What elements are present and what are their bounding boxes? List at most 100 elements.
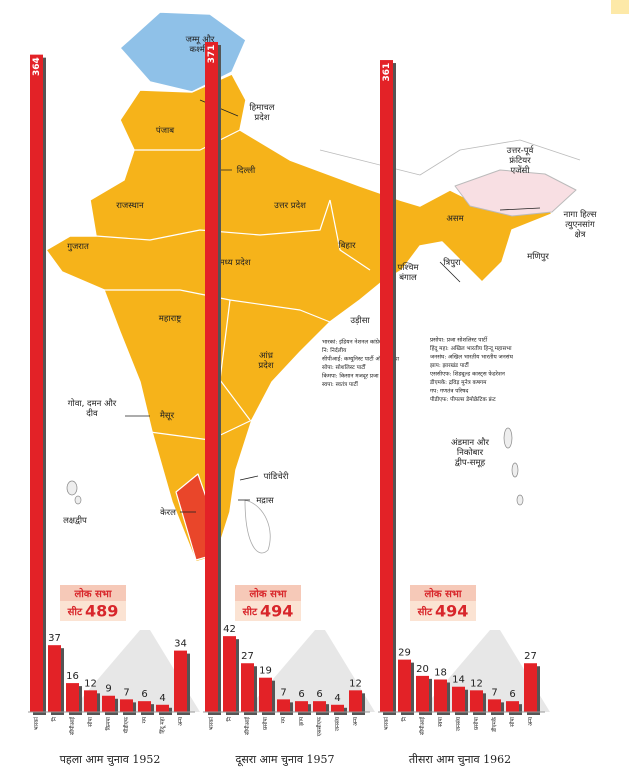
value-label: 12 <box>470 678 483 689</box>
chart-title: दूसरा आम चुनाव 1957 <box>236 753 335 767</box>
map-label: उत्तर प्रदेश <box>274 200 306 211</box>
value-label: 12 <box>349 678 362 689</box>
shadow <box>245 630 375 712</box>
value-label: 6 <box>298 689 304 700</box>
map-label-line: अंडमान और <box>451 437 489 448</box>
map-labels: जम्मू और कश्मीरहिमाचल प्रदेशपंजाबदिल्लीराज… <box>63 34 597 526</box>
bar <box>259 677 272 712</box>
map-label-line: बंगाल <box>399 272 417 283</box>
value-label: 34 <box>174 639 187 650</box>
bar <box>84 690 97 712</box>
bar <box>452 686 465 712</box>
map-label: हिमाचल प्रदेश <box>249 102 274 123</box>
map-label: दिल्ली <box>237 165 256 176</box>
category-label: सोपा <box>87 716 94 726</box>
map-label-line: मद्रास <box>256 496 274 506</box>
bar <box>30 54 43 713</box>
map-label: पांडिचेरी <box>264 471 290 482</box>
category-label: हिंदू महा <box>159 716 166 733</box>
category-label: झाप <box>299 716 305 726</box>
category-label: नि <box>226 716 233 721</box>
seat-count: 494 <box>260 602 293 621</box>
bar <box>488 699 501 712</box>
seat-box-title: लोक सभा <box>424 587 462 600</box>
map-label: गोवा, दमन और दीव <box>68 398 117 419</box>
map-label-line: मैसूर <box>160 410 175 421</box>
chart-title: तीसरा आम चुनाव 1962 <box>409 753 511 766</box>
legend-entry: जनसंघ: अखिल भारतीय भारतीय जनसंघ <box>430 353 514 361</box>
map-label-line: प्रदेश <box>258 360 273 371</box>
map-label: उत्तर-पूर्व फ्रंटियर एजेंसी <box>507 145 535 176</box>
map-label-line: त्रिपुरा <box>443 257 461 268</box>
bar <box>174 650 187 712</box>
map-label-line: लक्षद्वीप <box>63 515 87 526</box>
corner-tab <box>611 0 629 14</box>
value-label: 371 <box>207 45 217 64</box>
map-label-line: मध्य प्रदेश <box>219 257 250 268</box>
india-map <box>45 11 581 563</box>
bar <box>205 42 218 712</box>
map-label-line: हिमाचल <box>249 102 274 113</box>
bar <box>349 690 362 712</box>
category-label: पीडीएफ <box>123 716 130 733</box>
category-label: स्वपा <box>438 716 444 726</box>
value-label: 16 <box>66 671 79 682</box>
bar <box>380 60 393 712</box>
bar-chart: 361 भारकां 29 नि 20 सीपीआई 18 स्वपा 14 जनसंघ 12 प्र… <box>378 60 550 766</box>
value-label: 27 <box>241 651 254 662</box>
map-label-line: जम्मू और <box>186 34 215 45</box>
map-label: लक्षद्वीप <box>63 515 87 526</box>
map-label-line: एजेंसी <box>511 165 531 176</box>
map-label-line: नागा हिल्स <box>563 209 596 220</box>
category-label: अन्य <box>353 716 359 726</box>
category-label: भारकां <box>33 716 40 730</box>
shadow <box>70 630 200 712</box>
seat-count: 494 <box>435 602 468 621</box>
bar <box>223 636 236 712</box>
bar <box>66 683 79 712</box>
value-label: 42 <box>223 624 236 635</box>
value-label: 14 <box>452 675 465 686</box>
map-label: बिहार <box>338 240 356 251</box>
legend-entry: झाप: झारखंड पार्टी <box>430 361 469 369</box>
value-label: 7 <box>123 687 129 698</box>
bar-charts: 364 भारकां 37 नि 16 सीपीआई 12 सोपा 9 किमपा 7 पीडीएफ… <box>28 42 550 767</box>
value-label: 37 <box>48 633 61 644</box>
bar <box>331 704 344 712</box>
seat-box-bottom <box>235 601 301 621</box>
map-label-line: फ्रंटियर <box>509 155 531 166</box>
category-label: सीपीआई <box>419 716 426 735</box>
region-india <box>45 73 553 563</box>
bar <box>416 675 429 712</box>
map-label-line: कश्मीर <box>190 44 211 55</box>
value-label: 12 <box>84 678 97 689</box>
map-label: राजस्थान <box>116 201 144 211</box>
seat-box-title: लोक सभा <box>249 587 287 600</box>
category-label: किमपा <box>105 716 112 730</box>
map-label-line: केरल <box>160 507 176 518</box>
seat-box-bottom <box>410 601 476 621</box>
islands <box>66 427 524 506</box>
map-label: मध्य प्रदेश <box>219 257 250 268</box>
bar <box>470 690 483 712</box>
map-label: त्रिपुरा <box>443 257 461 268</box>
legend-entry: गप: गणतंत्र परिषद <box>430 387 469 395</box>
category-label: भारकां <box>208 716 215 730</box>
map-label: असम <box>446 214 464 224</box>
legend-entry: प्रसोपा: प्रजा सोशलिस्ट पार्टी <box>430 336 488 344</box>
map-label-line: आंध्र <box>259 350 274 361</box>
seat-count: 489 <box>85 602 118 621</box>
bar-chart: 371 भारकां 42 नि 27 सीपीआई 19 प्रसोपा 7 गप 6 झाप 6 एस… <box>203 42 375 767</box>
value-label: 7 <box>280 687 286 698</box>
value-label: 20 <box>416 664 429 675</box>
legend-entry: हिंदू महा: अखिल भारतीय हिन्दू महासभा <box>430 344 512 352</box>
map-label-line: गुजरात <box>67 242 89 252</box>
category-label: प्रसोपा <box>262 716 269 729</box>
map-label: नागा हिल्स त्युएनसांग क्षेत्र <box>563 209 596 240</box>
seat-box-top <box>410 585 476 601</box>
value-label: 6 <box>316 689 322 700</box>
bar-chart: 364 भारकां 37 नि 16 सीपीआई 12 सोपा 9 किमपा 7 पीडीएफ… <box>28 54 200 766</box>
bar <box>138 701 151 712</box>
map-label-line: उत्तर-पूर्व <box>507 145 535 156</box>
